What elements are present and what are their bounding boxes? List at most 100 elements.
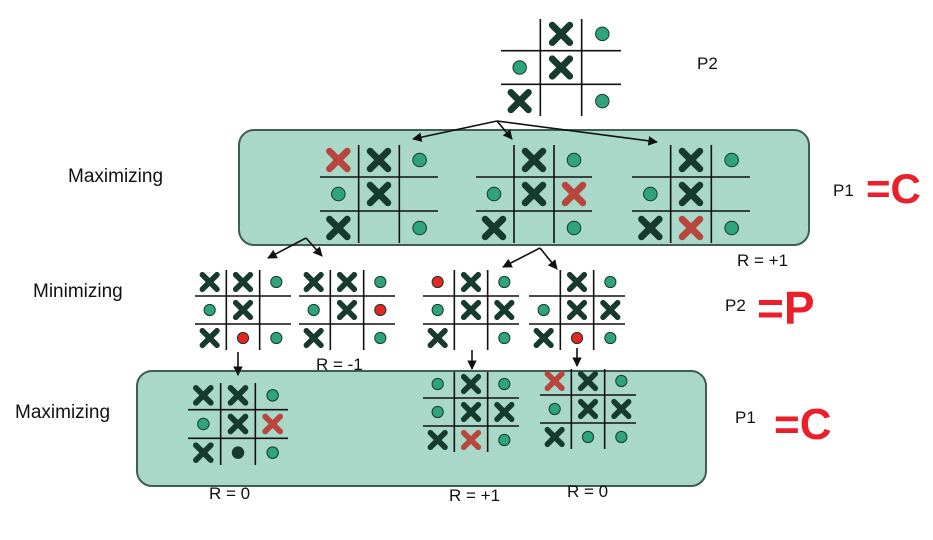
maximizing-label-bottom: Maximizing bbox=[15, 402, 111, 423]
x-mark bbox=[566, 299, 588, 321]
new-o-mark bbox=[236, 331, 250, 345]
x-mark bbox=[303, 271, 324, 293]
edge-root-a1 bbox=[412, 120, 498, 142]
x-mark bbox=[460, 299, 482, 321]
o-mark bbox=[203, 303, 216, 317]
board-grid bbox=[195, 270, 291, 350]
board-grid bbox=[188, 383, 288, 465]
board-grid bbox=[529, 270, 625, 350]
o-mark bbox=[643, 186, 658, 202]
o-mark bbox=[595, 26, 610, 42]
board-min-1 bbox=[195, 270, 291, 350]
o-mark bbox=[498, 331, 511, 345]
o-mark bbox=[604, 275, 617, 289]
board-min-3 bbox=[423, 270, 519, 350]
x-mark bbox=[678, 147, 704, 173]
reward-label-right: R = 0 bbox=[567, 482, 609, 501]
o-mark bbox=[595, 93, 610, 109]
o-mark bbox=[724, 152, 739, 168]
o-mark bbox=[498, 275, 511, 289]
new-x-mark bbox=[561, 181, 587, 207]
edge-a2-m4 bbox=[539, 247, 558, 270]
o-mark bbox=[537, 303, 550, 317]
x-mark bbox=[193, 442, 214, 463]
board-max-2 bbox=[476, 145, 592, 243]
x-mark bbox=[611, 398, 632, 420]
o-mark bbox=[604, 331, 617, 345]
x-mark bbox=[507, 89, 532, 114]
o-mark bbox=[270, 331, 283, 345]
o-mark bbox=[498, 377, 511, 391]
x-mark bbox=[326, 215, 351, 241]
edge-a1-m2 bbox=[305, 237, 323, 257]
x-mark bbox=[566, 271, 588, 293]
o-mark bbox=[431, 377, 444, 391]
o-mark bbox=[197, 417, 210, 431]
handwritten-annotation-level2: =P bbox=[757, 282, 815, 334]
o-mark bbox=[374, 331, 387, 345]
x-mark bbox=[521, 147, 547, 173]
x-mark bbox=[193, 385, 214, 406]
o-mark bbox=[615, 430, 628, 444]
board-grid bbox=[476, 145, 592, 243]
reward-label-mid: R = +1 bbox=[449, 486, 501, 505]
board-grid bbox=[320, 145, 438, 243]
x-mark bbox=[232, 299, 254, 321]
x-mark bbox=[678, 181, 704, 207]
board-grid bbox=[540, 369, 636, 449]
maximizing-label-top: Maximizing bbox=[68, 166, 164, 187]
o-mark bbox=[431, 303, 444, 317]
edge-root-a2 bbox=[496, 120, 513, 140]
edge-a2-m3 bbox=[502, 247, 541, 268]
o-mark bbox=[566, 152, 582, 168]
board-grid bbox=[423, 270, 519, 350]
board-max-3 bbox=[632, 145, 750, 243]
new-x-mark bbox=[326, 147, 351, 173]
board-grid bbox=[423, 372, 519, 452]
o-mark bbox=[431, 405, 444, 419]
x-mark bbox=[336, 299, 358, 321]
board-leaf-2 bbox=[423, 372, 519, 452]
x-mark bbox=[366, 181, 392, 207]
o-mark bbox=[615, 374, 628, 388]
board-root bbox=[501, 19, 621, 116]
o-mark bbox=[581, 430, 595, 444]
new-o-mark bbox=[374, 303, 387, 317]
o-mark bbox=[548, 402, 561, 416]
x-mark bbox=[577, 398, 599, 420]
x-mark bbox=[336, 271, 358, 293]
new-o-mark bbox=[431, 275, 444, 289]
x-mark bbox=[577, 370, 599, 392]
x-mark bbox=[494, 299, 515, 321]
o-mark bbox=[266, 389, 279, 402]
board-grid bbox=[299, 270, 395, 350]
player-label-root: P2 bbox=[697, 54, 718, 73]
x-mark bbox=[533, 327, 554, 349]
new-x-mark bbox=[544, 370, 565, 392]
o-mark bbox=[412, 152, 427, 168]
edge-a1-m1 bbox=[267, 237, 307, 259]
o-mark bbox=[512, 60, 527, 75]
o-mark bbox=[331, 186, 346, 202]
player-label-level1: P1 bbox=[833, 181, 854, 200]
x-mark bbox=[460, 373, 482, 395]
reward-label-min: R = -1 bbox=[316, 355, 363, 374]
o-mark bbox=[270, 275, 283, 289]
player-label-level2: P2 bbox=[725, 296, 746, 315]
board-min-4 bbox=[529, 270, 625, 350]
x-mark bbox=[638, 215, 663, 241]
new-x-mark bbox=[460, 429, 482, 451]
x-mark bbox=[232, 271, 254, 293]
dark-o-mark bbox=[231, 446, 245, 459]
new-x-mark bbox=[678, 215, 704, 241]
x-mark bbox=[460, 401, 482, 423]
x-mark bbox=[303, 327, 324, 349]
x-mark bbox=[427, 429, 448, 451]
o-mark bbox=[566, 220, 582, 236]
handwritten-annotation-level1: =C bbox=[866, 165, 921, 212]
x-mark bbox=[227, 413, 249, 435]
player-label-level3: P1 bbox=[735, 408, 756, 427]
o-mark bbox=[724, 220, 739, 236]
o-mark bbox=[266, 446, 279, 459]
